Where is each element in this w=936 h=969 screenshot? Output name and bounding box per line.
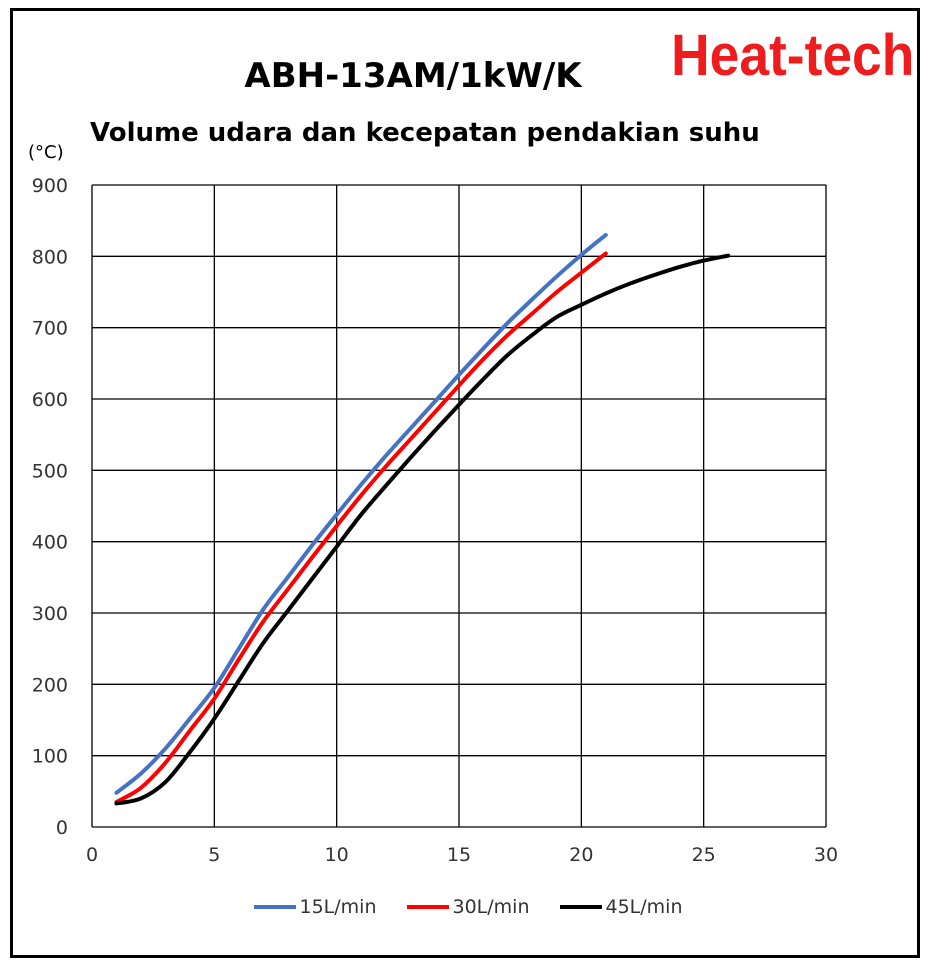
y-tick-label: 500: [32, 460, 68, 482]
x-tick-label: 15: [447, 844, 471, 866]
legend-swatch: [559, 905, 602, 909]
tick-labels: 0 100 200 300 400 500 600 700 800 900 0 5 10 15 20 25 30: [32, 175, 838, 866]
series-line-45lmin: [114, 253, 731, 806]
y-tick-label: 400: [32, 532, 68, 554]
legend-item: 45L/min: [559, 896, 683, 918]
legend-label: 15L/min: [299, 896, 377, 918]
series-line-30lmin: [114, 251, 608, 805]
x-tick-label: 25: [692, 844, 716, 866]
x-tick-label: 0: [86, 844, 98, 866]
y-tick-label: 200: [32, 674, 68, 696]
chart-title: ABH-13AM/1kW/K: [244, 56, 582, 96]
y-tick-label: 600: [32, 389, 68, 411]
series-lines: [114, 232, 731, 806]
y-tick-label: 700: [32, 318, 68, 340]
legend-label: 30L/min: [452, 896, 530, 918]
grid-lines: [91, 184, 827, 828]
legend-swatch: [406, 905, 449, 909]
x-tick-label: 30: [814, 844, 838, 866]
brand-logo: Heat-tech: [670, 23, 914, 88]
chart-legend: 15L/min 30L/min 45L/min: [0, 896, 936, 918]
legend-item: 15L/min: [253, 896, 377, 918]
y-tick-label: 0: [56, 817, 68, 839]
x-tick-label: 5: [208, 844, 220, 866]
legend-item: 30L/min: [406, 896, 530, 918]
x-tick-label: 20: [569, 844, 593, 866]
x-tick-label: 10: [325, 844, 349, 866]
y-tick-label: 100: [32, 746, 68, 768]
chart-frame: [10, 8, 920, 958]
y-tick-label: 800: [32, 246, 68, 268]
legend-swatch: [253, 905, 296, 909]
y-tick-label: 900: [32, 175, 68, 197]
series-line-15lmin: [114, 232, 608, 795]
y-tick-label: 300: [32, 603, 68, 625]
chart-subtitle: Volume udara dan kecepatan pendakian suh…: [90, 118, 760, 148]
y-axis-unit: (°C): [28, 142, 64, 163]
legend-label: 45L/min: [605, 896, 683, 918]
